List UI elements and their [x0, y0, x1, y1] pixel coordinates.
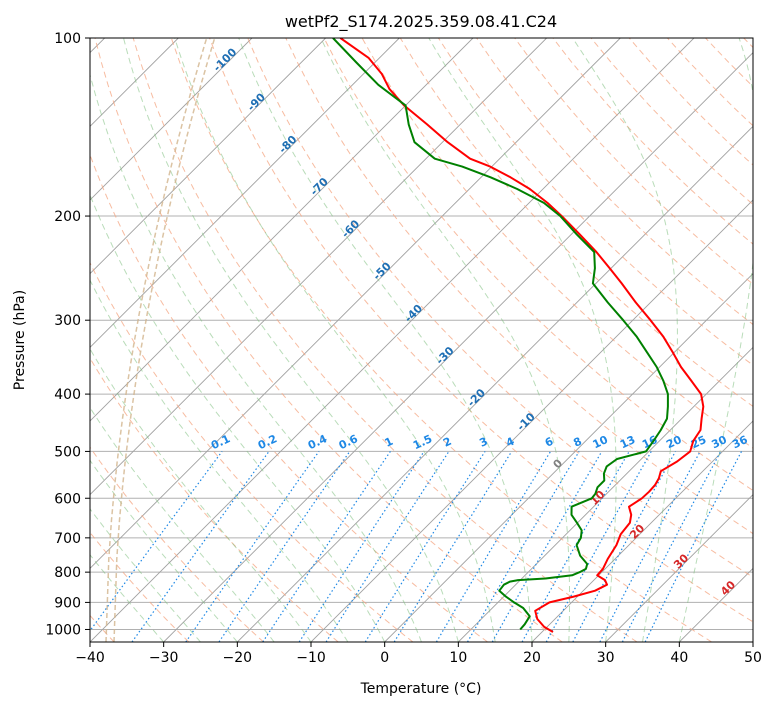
moist-adiabat--5	[90, 279, 349, 642]
y-tick-label: 700	[54, 531, 81, 547]
x-axis: −40 −30 −20 −10 0 10 20 30 40 50	[75, 642, 762, 666]
dry-adiabat-50	[209, 38, 753, 623]
mixing-ratio-line-13	[521, 451, 630, 642]
y-tick-label: 400	[54, 387, 81, 403]
mixing-ratio-label-10: 10	[591, 433, 611, 451]
mixing-ratio-label-20: 20	[664, 433, 684, 451]
isotherm-20	[531, 420, 753, 642]
mixing-ratio-line-0.2	[131, 451, 270, 642]
moist-adiabat-15	[174, 38, 496, 642]
x-tick-label: 30	[597, 650, 615, 666]
moist-adiabat-5	[90, 73, 422, 642]
isotherm--80	[90, 38, 400, 348]
dry-adiabat-70	[285, 38, 753, 535]
moist-adiabat-35	[572, 38, 678, 642]
moist-adiabat--20	[90, 459, 238, 642]
isotherm-30	[605, 494, 753, 642]
y-tick-label: 100	[54, 31, 81, 47]
mixing-ratio-line-1.5	[298, 451, 425, 642]
x-tick-label: −30	[149, 650, 179, 666]
x-tick-label: −40	[75, 650, 105, 666]
moist-adiabat--30	[90, 553, 165, 642]
isotherm--90	[90, 38, 326, 275]
y-tick-label: 600	[54, 491, 81, 507]
moist-adiabat-40	[678, 38, 753, 642]
dry-adiabat-40	[170, 38, 712, 642]
chart-title: wetPf2_S174.2025.359.08.41.C24	[285, 12, 557, 32]
series-layer	[332, 38, 705, 633]
dry-adiabat--20	[90, 446, 264, 642]
mixing-ratio-line-0.6	[218, 451, 351, 642]
mixing-ratio-label-25: 25	[689, 433, 708, 451]
x-tick-label: 20	[523, 650, 541, 666]
x-tick-label: 10	[449, 650, 467, 666]
moist-adiabat--10	[90, 347, 312, 642]
isotherm-0	[384, 273, 753, 642]
mixing-ratio-label-36: 36	[730, 433, 750, 451]
dry-adiabat-60	[247, 38, 753, 578]
mixing-ratio-line-30	[621, 451, 722, 642]
y-axis-title: Pressure (hPa)	[12, 290, 28, 390]
isotherm--60	[90, 38, 547, 496]
mixing-ratio-line-0.1	[90, 451, 223, 632]
isotherm--50	[90, 38, 621, 569]
dry-adiabat-120	[476, 38, 753, 326]
y-tick-label: 300	[54, 313, 81, 329]
mixing-ratio-line-16	[545, 451, 652, 642]
mixing-ratio-line-36	[644, 451, 743, 642]
mixing-ratio-line-2	[325, 451, 450, 642]
dry-adiabat-130	[514, 38, 753, 285]
x-tick-label: 50	[744, 650, 762, 666]
x-tick-label: −20	[223, 650, 253, 666]
isotherm--70	[90, 38, 474, 422]
y-tick-label: 200	[54, 209, 81, 225]
isotherm-10	[458, 346, 753, 642]
x-tick-label: 40	[670, 650, 688, 666]
series-dewpoint-line	[332, 38, 669, 631]
y-axis: 1000 900 800 700 600 500 400 300 200 100	[45, 31, 90, 638]
isotherm--20	[237, 125, 753, 642]
mixing-ratio-line-0.4	[185, 451, 320, 642]
moist-adiabat-10	[123, 38, 459, 642]
x-axis-title: Temperature (°C)	[360, 681, 482, 697]
y-tick-label: 800	[54, 565, 81, 581]
moist-adiabat-0	[90, 193, 386, 642]
mixing-ratio-label-13: 13	[618, 433, 637, 451]
dry-adiabat-80	[323, 38, 753, 492]
dry-adiabat-20	[94, 38, 563, 642]
moist-adiabat-20	[238, 38, 533, 642]
series-temperature-line	[339, 38, 705, 633]
moist-adiabat--25	[90, 508, 201, 642]
moist-adiabat-25	[320, 38, 570, 642]
dry-adiabat-30	[132, 38, 638, 642]
mixing-ratio-label-30: 30	[710, 433, 730, 451]
background-lines	[90, 38, 753, 642]
y-tick-label: 500	[54, 444, 81, 460]
moist-adiabat-30	[428, 38, 617, 642]
dry-adiabat-0	[90, 261, 414, 642]
plot-frame	[89, 37, 754, 643]
mixing-ratio-line-4	[393, 451, 513, 642]
x-tick-label: 0	[380, 650, 389, 666]
x-tick-label: −10	[296, 650, 326, 666]
isotherm--100	[90, 38, 253, 201]
y-tick-label: 1000	[45, 622, 81, 638]
dry-adiabat--10	[90, 357, 339, 642]
mixing-ratio-line-1	[262, 451, 391, 642]
isotherm--30	[163, 52, 753, 642]
y-tick-label: 900	[54, 595, 81, 611]
moist-adiabat--15	[90, 406, 275, 642]
mixing-ratio-line-20	[572, 451, 677, 642]
